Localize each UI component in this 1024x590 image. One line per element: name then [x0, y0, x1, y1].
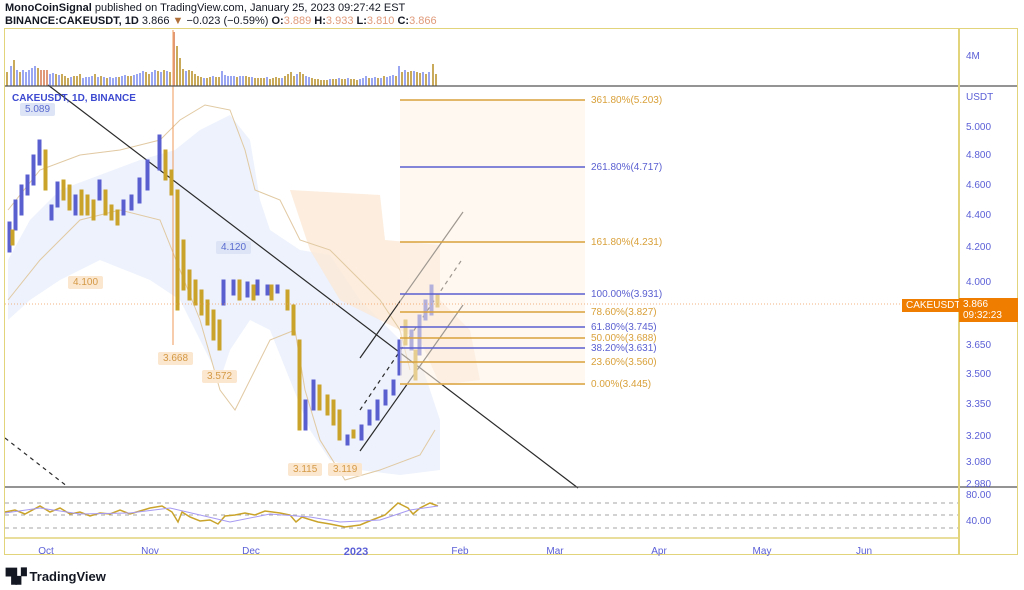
- time-label-year: 2023: [343, 546, 369, 558]
- chart-header: MonoCoinSignal published on TradingView.…: [5, 2, 437, 28]
- chart-frame: [4, 28, 1018, 555]
- down-arrow-icon: ▼: [172, 15, 184, 27]
- price-tick: 3.350: [966, 399, 992, 410]
- fib-label-23: 23.60%(3.560): [591, 357, 657, 368]
- price-tick: 3.500: [966, 369, 992, 380]
- price-tag: 3.572: [202, 370, 238, 383]
- fib-label-78: 78.60%(3.827): [591, 307, 657, 318]
- rsi-line: [4, 502, 439, 528]
- rsi-tick: 40.00: [966, 516, 992, 527]
- price-tick: 4.400: [966, 210, 992, 221]
- high-price-tag: 5.089: [20, 103, 56, 116]
- fib-label-361: 361.80%(5.203): [591, 95, 663, 106]
- price-tag: 4.120: [216, 241, 252, 254]
- fibonacci-levels[interactable]: [400, 99, 585, 385]
- price-axis-unit: USDT: [966, 92, 994, 103]
- candlesticks: [7, 134, 440, 446]
- fib-label-100: 100.00%(3.931): [591, 289, 663, 300]
- price-tick: 3.650: [966, 340, 992, 351]
- descending-trendline: [47, 84, 579, 489]
- price-tick: 3.200: [966, 431, 992, 442]
- time-label: Jun: [855, 546, 873, 557]
- rsi-tick: 80.00: [966, 490, 992, 501]
- price-change: −0.023 (−0.59%): [186, 15, 269, 27]
- low-value: 3.810: [366, 15, 395, 27]
- high-value: 3.933: [325, 15, 354, 27]
- price-tick: 4.000: [966, 277, 992, 288]
- last-price-tag: 3.866 09:32:23: [959, 298, 1018, 322]
- chart-legend-title[interactable]: CAKEUSDT, 1D, BINANCE: [12, 93, 136, 104]
- last-price-value: 3.866: [141, 15, 170, 27]
- price-tag: 3.668: [158, 352, 194, 365]
- price-tag: 4.100: [68, 276, 104, 289]
- fib-label-38: 38.20%(3.631): [591, 343, 657, 354]
- fib-label-261: 261.80%(4.717): [591, 162, 663, 173]
- rsi-ma-line: [4, 505, 439, 523]
- fib-label-61: 61.80%(3.745): [591, 322, 657, 333]
- published-text: published on TradingView.com, January 25…: [94, 2, 406, 14]
- tradingview-logo-text: TradingView: [29, 569, 106, 584]
- volume-bars: [6, 32, 437, 86]
- fib-label-161: 161.80%(4.231): [591, 237, 663, 248]
- tradingview-logo[interactable]: ▜▞ TradingView: [6, 568, 106, 585]
- price-tick: 4.600: [966, 180, 992, 191]
- price-axis-border: [958, 28, 960, 555]
- publisher-name[interactable]: MonoCoinSignal: [5, 2, 92, 14]
- time-label: Mar: [546, 546, 564, 557]
- time-label: Dec: [242, 546, 260, 557]
- volume-axis-label: 4M: [966, 51, 980, 62]
- tradingview-logo-icon: ▜▞: [6, 568, 27, 584]
- price-tick: 2.980: [966, 479, 992, 490]
- symbol-line: BINANCE:CAKEUSDT, 1D: [5, 15, 139, 27]
- time-label: Feb: [451, 546, 469, 557]
- last-price: 3.866: [963, 299, 989, 310]
- bar-countdown: 09:32:23: [963, 310, 1002, 321]
- high-label: H:: [314, 15, 326, 27]
- symbol-price-tag: CAKEUSDT: [902, 299, 965, 312]
- open-label: O:: [271, 15, 284, 27]
- open-value: 3.889: [283, 15, 312, 27]
- close-label: C:: [397, 15, 410, 27]
- low-price-tag: 3.115: [288, 463, 323, 476]
- time-label: Oct: [38, 546, 54, 557]
- price-tick: 4.200: [966, 242, 992, 253]
- fib-label-0: 0.00%(3.445): [591, 379, 652, 390]
- price-tag: 3.119: [328, 463, 363, 476]
- time-label: Apr: [651, 546, 667, 557]
- price-tick: 4.800: [966, 150, 992, 161]
- time-label: May: [752, 546, 772, 557]
- price-tick: 3.080: [966, 457, 992, 468]
- price-tick: 5.000: [966, 122, 992, 133]
- low-label: L:: [356, 15, 367, 27]
- close-value: 3.866: [409, 15, 437, 27]
- time-label: Nov: [141, 546, 159, 557]
- fib-label-50: 50.00%(3.688): [591, 333, 657, 344]
